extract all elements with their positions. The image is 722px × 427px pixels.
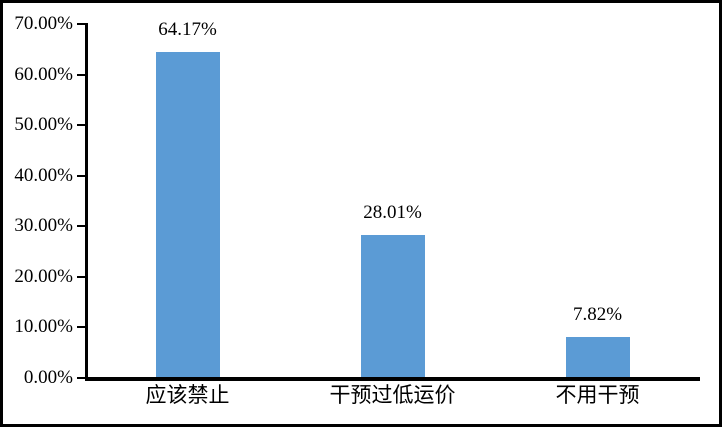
y-tick-mark (77, 23, 85, 25)
bar-value-label: 28.01% (363, 202, 422, 224)
category-label: 干预过低运价 (329, 383, 456, 407)
y-tick-label: 50.00% (14, 114, 73, 136)
y-tick-mark (77, 275, 85, 278)
y-tick-mark (77, 124, 85, 127)
y-tick-label: 0.00% (23, 367, 73, 388)
y-tick-mark (77, 225, 85, 228)
y-tick-mark (77, 174, 85, 177)
plot-area: 70.00% 60.00% 50.00% 40.00% 30.00% 20.00% 10.0… (3, 3, 719, 424)
category-label: 不用干预 (555, 383, 640, 407)
bar-value-label: 7.82% (572, 304, 623, 326)
y-axis-line (85, 23, 88, 381)
y-tick-label: 70.00% (14, 13, 73, 34)
bar-1 (155, 52, 220, 377)
bar-value-label: 64.17% (158, 19, 217, 41)
y-tick-mark (77, 326, 85, 329)
y-tick-mark (77, 377, 85, 379)
category-label: 应该禁止 (145, 383, 230, 407)
bar-3 (565, 337, 630, 377)
y-tick-label: 40.00% (14, 164, 73, 186)
y-tick-label: 60.00% (14, 63, 73, 85)
bar-2 (360, 235, 425, 377)
y-tick-mark (77, 73, 85, 76)
y-tick-label: 30.00% (14, 215, 73, 237)
x-axis-line (85, 377, 700, 381)
y-tick-label: 10.00% (14, 316, 73, 338)
y-tick-label: 20.00% (14, 265, 73, 287)
